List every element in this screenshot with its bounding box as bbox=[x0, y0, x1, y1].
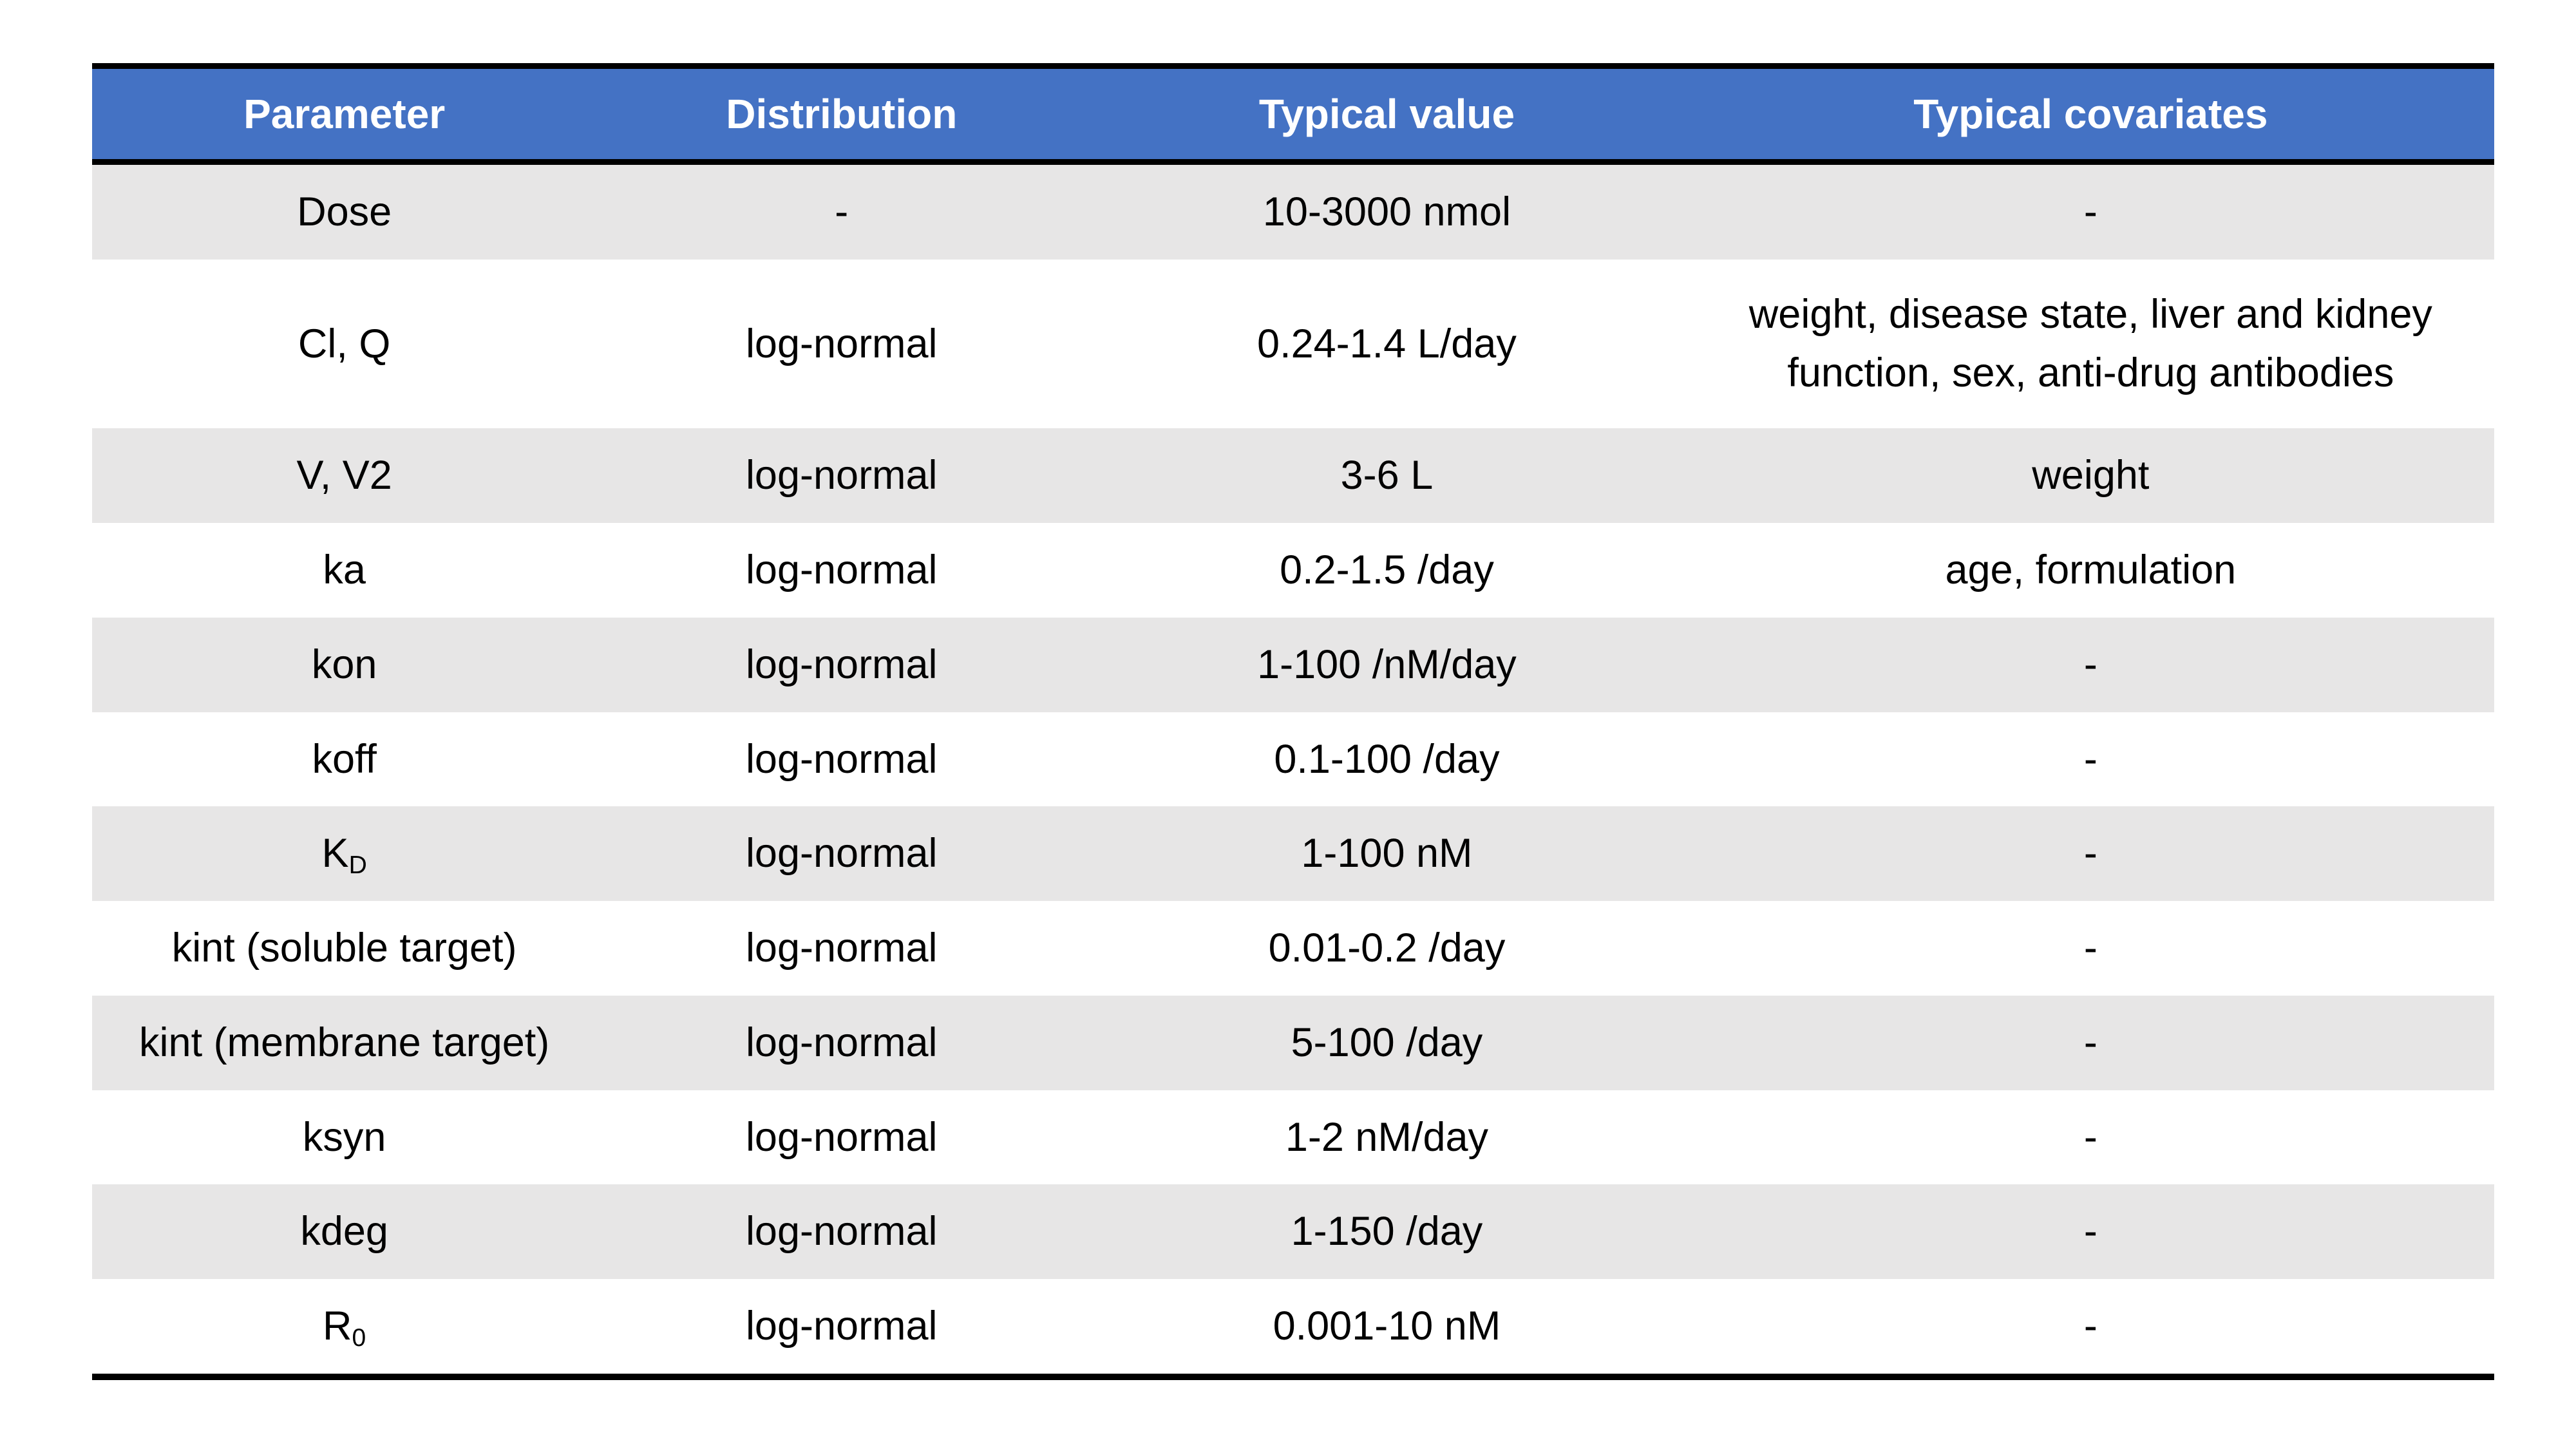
cell-typical-covariates: weight, disease state, liver and kidney … bbox=[1748, 291, 2432, 396]
cell-distribution: log-normal bbox=[745, 736, 938, 782]
table-row: R0 log-normal 0.001-10 nM - bbox=[92, 1279, 2494, 1374]
cell-typical-value: 5-100 /day bbox=[1291, 1019, 1483, 1065]
cell-parameter: kon bbox=[92, 618, 596, 712]
cell-parameter: KD bbox=[92, 806, 596, 901]
table-body: Dose - 10-3000 nmol - Cl, Q log-normal 0… bbox=[92, 162, 2494, 1374]
cell-typical-covariates: - bbox=[2083, 736, 2098, 782]
cell-parameter: R0 bbox=[92, 1279, 596, 1374]
cell-distribution: - bbox=[835, 189, 849, 234]
cell-typical-value: 3-6 L bbox=[1340, 453, 1434, 498]
data-table: Parameter Distribution Typical value Typ… bbox=[92, 69, 2494, 1374]
table-row: Cl, Q log-normal 0.24-1.4 L/day weight, … bbox=[92, 259, 2494, 429]
cell-distribution: log-normal bbox=[745, 831, 938, 876]
cell-typical-value: 0.001-10 nM bbox=[1273, 1303, 1501, 1349]
table-row: KD log-normal 1-100 nM - bbox=[92, 806, 2494, 902]
cell-parameter: Cl, Q bbox=[92, 260, 596, 429]
cell-typical-value: 1-100 /nM/day bbox=[1257, 641, 1517, 687]
cell-typical-value: 1-150 /day bbox=[1291, 1209, 1483, 1255]
parameter-subscript: 0 bbox=[352, 1323, 366, 1352]
column-header-distribution: Distribution bbox=[596, 69, 1087, 165]
cell-typical-value: 1-2 nM/day bbox=[1285, 1114, 1489, 1160]
cell-distribution: log-normal bbox=[745, 547, 938, 593]
table-row: koff log-normal 0.1-100 /day - bbox=[92, 712, 2494, 807]
parameter-label: Cl, Q bbox=[298, 321, 391, 366]
cell-parameter: V, V2 bbox=[92, 428, 596, 523]
cell-typical-covariates: - bbox=[2083, 925, 2098, 971]
column-header-parameter: Parameter bbox=[92, 69, 597, 165]
parameter-label: kint (membrane target) bbox=[139, 1019, 550, 1065]
table-row: kdeg log-normal 1-150 /day - bbox=[92, 1184, 2494, 1280]
parameter-label: ksyn bbox=[302, 1114, 386, 1160]
cell-parameter: Dose bbox=[92, 162, 596, 260]
cell-typical-covariates: - bbox=[2083, 1114, 2098, 1160]
cell-typical-value: 10-3000 nmol bbox=[1262, 189, 1511, 234]
table-row: kon log-normal 1-100 /nM/day - bbox=[92, 617, 2494, 712]
cell-distribution: log-normal bbox=[745, 1114, 938, 1160]
parameter-label: R bbox=[323, 1303, 352, 1349]
cell-typical-covariates: - bbox=[2083, 1209, 2098, 1255]
pk-parameters-table: Parameter Distribution Typical value Typ… bbox=[92, 63, 2494, 1380]
table-row: ksyn log-normal 1-2 nM/day - bbox=[92, 1090, 2494, 1185]
table-row: Dose - 10-3000 nmol - bbox=[92, 162, 2494, 260]
cell-typical-value: 0.1-100 /day bbox=[1274, 736, 1500, 782]
cell-distribution: log-normal bbox=[745, 1209, 938, 1255]
cell-distribution: log-normal bbox=[745, 925, 938, 971]
cell-distribution: log-normal bbox=[745, 1303, 938, 1349]
table-row: kint (membrane target) log-normal 5-100 … bbox=[92, 995, 2494, 1090]
cell-distribution: log-normal bbox=[745, 1019, 938, 1065]
parameter-label: kon bbox=[311, 641, 377, 687]
cell-typical-covariates: - bbox=[2083, 831, 2098, 876]
column-header-typical-covariates: Typical covariates bbox=[1687, 69, 2494, 165]
cell-parameter: ka bbox=[92, 523, 596, 618]
table-row: ka log-normal 0.2-1.5 /day age, formulat… bbox=[92, 523, 2494, 618]
parameter-subscript: D bbox=[348, 851, 367, 879]
cell-typical-value: 0.24-1.4 L/day bbox=[1257, 321, 1517, 366]
parameter-label: kdeg bbox=[300, 1209, 388, 1255]
header-row: Parameter Distribution Typical value Typ… bbox=[92, 69, 2494, 165]
parameter-label: kint (soluble target) bbox=[171, 925, 517, 971]
cell-parameter: kint (soluble target) bbox=[92, 901, 596, 996]
parameter-label: koff bbox=[312, 736, 377, 782]
cell-distribution: log-normal bbox=[745, 321, 938, 366]
parameter-label: ka bbox=[323, 547, 366, 593]
cell-distribution: log-normal bbox=[745, 453, 938, 498]
cell-typical-covariates: - bbox=[2083, 189, 2098, 234]
cell-parameter: koff bbox=[92, 712, 596, 807]
cell-typical-covariates: - bbox=[2083, 1303, 2098, 1349]
cell-typical-value: 0.01-0.2 /day bbox=[1268, 925, 1506, 971]
parameter-label: K bbox=[321, 831, 349, 876]
cell-typical-covariates: age, formulation bbox=[1945, 547, 2237, 593]
cell-parameter: ksyn bbox=[92, 1090, 596, 1185]
cell-typical-value: 1-100 nM bbox=[1301, 831, 1473, 876]
parameter-label: V, V2 bbox=[296, 453, 392, 498]
cell-typical-value: 0.2-1.5 /day bbox=[1280, 547, 1494, 593]
cell-parameter: kdeg bbox=[92, 1184, 596, 1279]
table-row: kint (soluble target) log-normal 0.01-0.… bbox=[92, 901, 2494, 996]
cell-typical-covariates: - bbox=[2083, 641, 2098, 687]
cell-typical-covariates: - bbox=[2083, 1019, 2098, 1065]
cell-distribution: log-normal bbox=[745, 641, 938, 687]
cell-typical-covariates: weight bbox=[2032, 453, 2150, 498]
column-header-typical-value: Typical value bbox=[1086, 69, 1687, 165]
parameter-label: Dose bbox=[297, 189, 392, 234]
cell-parameter: kint (membrane target) bbox=[92, 996, 596, 1090]
table-row: V, V2 log-normal 3-6 L weight bbox=[92, 428, 2494, 524]
